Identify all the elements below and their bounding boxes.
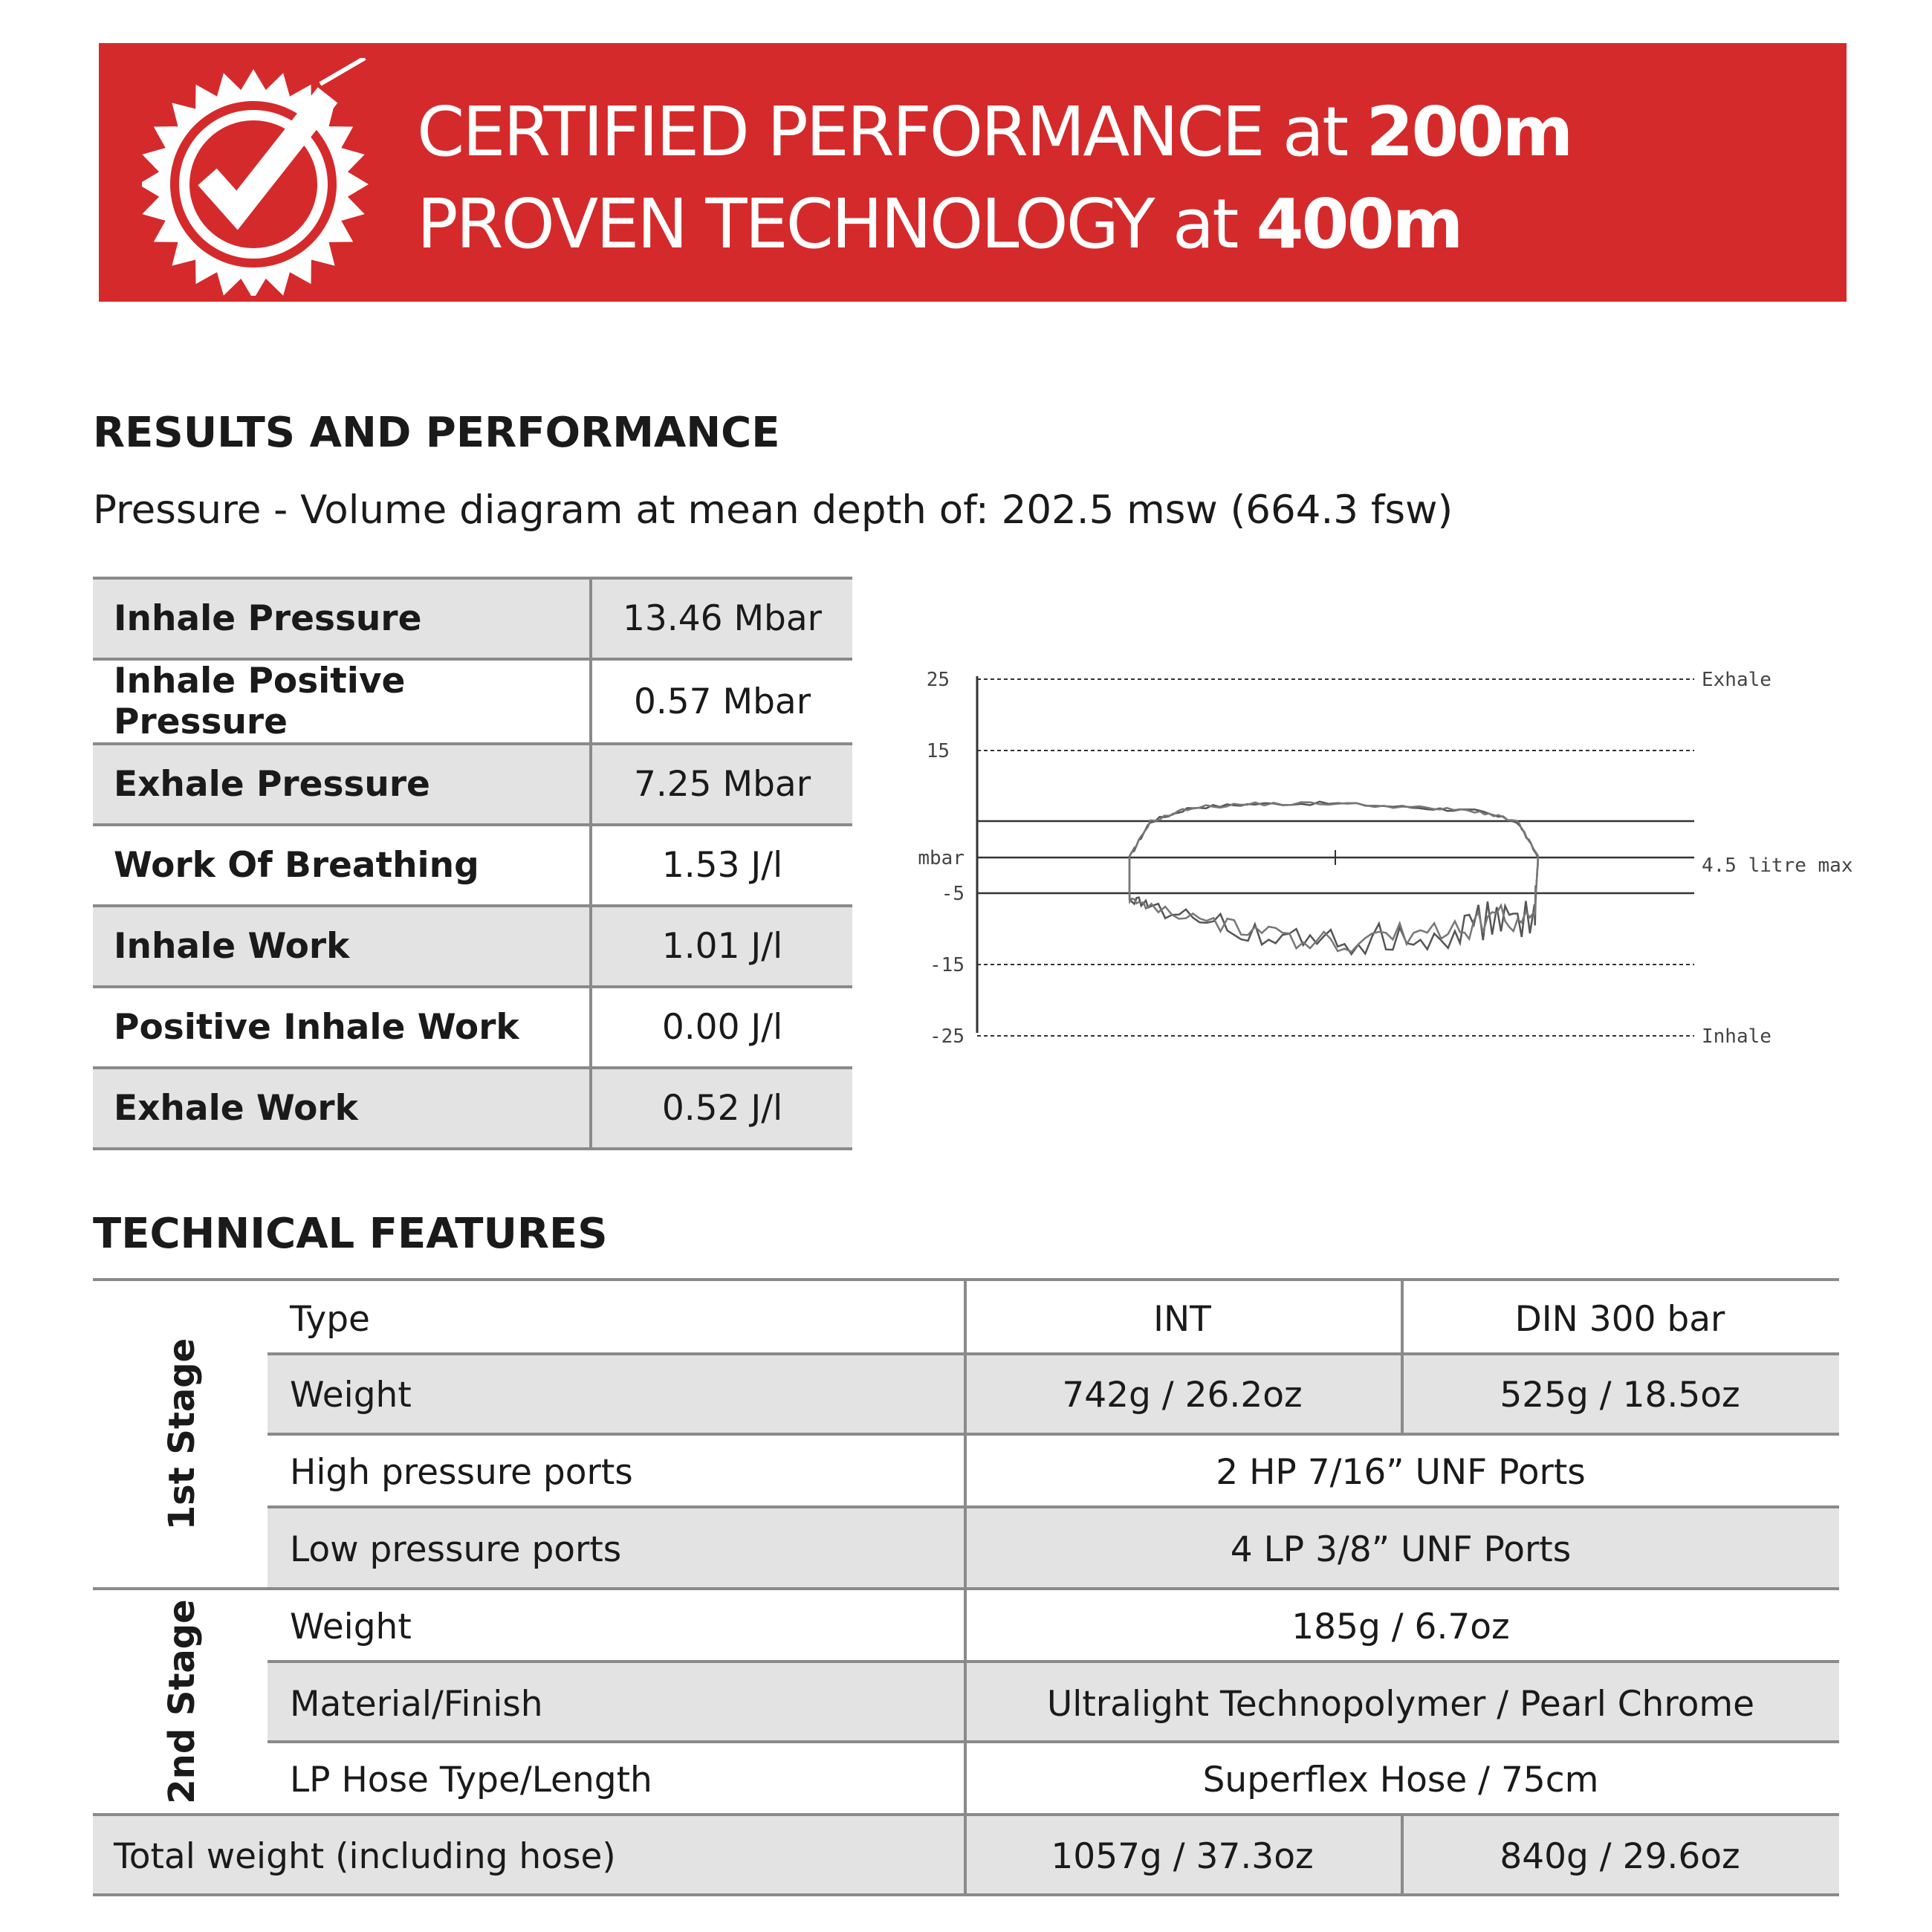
row-value: 0.52 J/l [591, 1068, 852, 1150]
material-value: Ultralight Technopolymer / Pearl Chrome [1046, 1684, 1755, 1725]
results-title: RESULTS AND PERFORMANCE [93, 409, 780, 457]
column-divider [964, 1278, 967, 1896]
total-weight-int: 1057g / 37.3oz [1051, 1836, 1314, 1877]
row-label: Work Of Breathing [93, 825, 592, 907]
row-label: Exhale Work [93, 1068, 592, 1150]
band-material [268, 1663, 1839, 1743]
row-value: 0.00 J/l [591, 987, 852, 1069]
pv-loop-curves [1128, 800, 1539, 956]
certified-seal-checkmark-icon [142, 58, 369, 296]
row-value: 1.01 J/l [591, 906, 852, 988]
pv-loop-trace-1 [1128, 800, 1539, 956]
row-label: Inhale Work [93, 906, 592, 988]
certification-banner: CERTIFIED PERFORMANCE at 200m PROVEN TEC… [99, 43, 1847, 302]
results-subtitle: Pressure - Volume diagram at mean depth … [93, 487, 1453, 533]
label-litre-max: 4.5 litre max [1702, 855, 1853, 877]
row-label: Positive Inhale Work [93, 987, 592, 1069]
column-divider-total [1401, 1813, 1404, 1896]
stage-2-label: 2nd Stage [161, 1599, 203, 1804]
weight-1-int: 742g / 26.2oz [1062, 1375, 1303, 1416]
banner-line-2: PROVEN TECHNOLOGY at 400m [417, 184, 1463, 264]
weight-2-label: Weight [290, 1607, 412, 1647]
type-label: Type [290, 1299, 370, 1340]
pressure-volume-diagram: 25 15 mbar -5 -15 -25 Exhale 4.5 litre m… [918, 669, 1853, 1048]
table-row: Work Of Breathing 1.53 J/l [93, 825, 852, 907]
tick-label-minus15: -15 [930, 954, 965, 976]
row-value: 13.46 Mbar [591, 578, 852, 661]
weight-2-value: 185g / 6.7oz [1291, 1607, 1510, 1647]
hp-ports-label: High pressure ports [290, 1452, 633, 1493]
table-row: Positive Inhale Work 0.00 J/l [93, 987, 852, 1069]
table-row: Inhale Positive Pressure 0.57 Mbar [93, 659, 852, 745]
tick-label-mbar: mbar [918, 847, 965, 869]
row-value: 7.25 Mbar [591, 744, 852, 826]
rule [268, 1505, 1839, 1508]
rule [268, 1740, 1839, 1743]
type-din: DIN 300 bar [1514, 1299, 1725, 1340]
table-row: Exhale Work 0.52 J/l [93, 1068, 852, 1150]
features-title: TECHNICAL FEATURES [93, 1210, 608, 1258]
weight-1-label: Weight [290, 1375, 412, 1416]
label-exhale: Exhale [1702, 669, 1771, 691]
technical-features-table: 1st Stage 2nd Stage Type INT DIN 300 bar… [93, 1278, 1839, 1899]
table-row: Inhale Work 1.01 J/l [93, 906, 852, 988]
material-label: Material/Finish [290, 1684, 543, 1725]
table-row: Inhale Pressure 13.46 Mbar [93, 578, 852, 661]
row-value: 0.57 Mbar [591, 659, 852, 745]
hose-label: LP Hose Type/Length [290, 1760, 652, 1800]
row-label: Inhale Pressure [93, 578, 592, 661]
tick-label-25: 25 [927, 669, 950, 691]
stage-1-label: 1st Stage [161, 1338, 203, 1531]
band-weight-1 [268, 1352, 1839, 1434]
type-int: INT [1153, 1299, 1211, 1340]
rule [268, 1433, 1839, 1436]
label-inhale: Inhale [1702, 1025, 1771, 1048]
hose-value: Superflex Hose / 75cm [1202, 1760, 1599, 1800]
table-row: Exhale Pressure 7.25 Mbar [93, 744, 852, 826]
results-table: Inhale Pressure 13.46 Mbar Inhale Positiv… [93, 577, 852, 1150]
total-weight-label: Total weight (including hose) [114, 1836, 616, 1877]
row-label: Exhale Pressure [93, 744, 592, 826]
row-label: Inhale Positive Pressure [93, 659, 592, 745]
tick-label-minus25: -25 [930, 1025, 965, 1048]
rule [268, 1660, 1839, 1663]
tick-label-15: 15 [927, 740, 950, 762]
pv-loop-trace-2 [1128, 801, 1539, 953]
weight-1-din: 525g / 18.5oz [1500, 1375, 1740, 1416]
hp-ports-value: 2 HP 7/16” UNF Ports [1216, 1452, 1586, 1493]
banner-line-1: CERTIFIED PERFORMANCE at 200m [417, 92, 1573, 172]
tick-label-minus5: -5 [941, 883, 965, 905]
column-divider-int-din [1401, 1278, 1404, 1433]
total-weight-din: 840g / 29.6oz [1500, 1836, 1740, 1877]
lp-ports-label: Low pressure ports [290, 1529, 622, 1570]
rule [268, 1352, 1839, 1355]
band-low-pressure [268, 1508, 1839, 1590]
row-value: 1.53 J/l [591, 825, 852, 907]
lp-ports-value: 4 LP 3/8” UNF Ports [1230, 1529, 1572, 1570]
